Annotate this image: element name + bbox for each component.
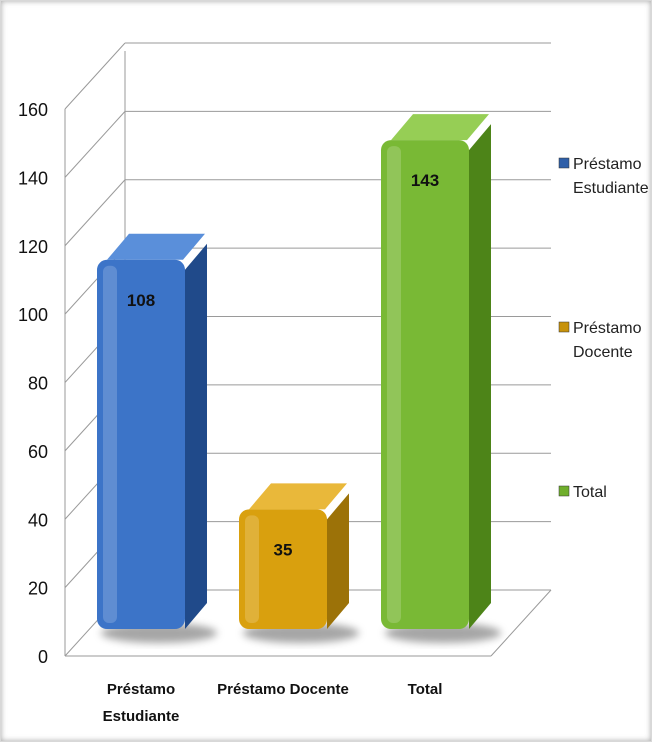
y-tick-label: 140 <box>18 168 48 188</box>
y-tick-label: 40 <box>28 510 48 530</box>
legend-label: Préstamo <box>573 156 642 173</box>
bar-highlight <box>387 146 401 623</box>
y-tick-label: 20 <box>28 579 48 599</box>
y-tick-label: 0 <box>38 647 48 667</box>
category-label: Préstamo Docente <box>217 681 349 698</box>
category-label: Estudiante <box>103 708 180 725</box>
y-tick-label: 80 <box>28 374 48 394</box>
bar-2 <box>381 140 469 629</box>
legend-label: Total <box>573 484 607 501</box>
legend-swatch <box>558 485 570 497</box>
legend-label: Préstamo <box>573 320 642 337</box>
bar-highlight <box>103 265 117 623</box>
bars <box>97 114 501 643</box>
bar-top <box>249 483 347 510</box>
labels: 108 Préstamo Estudiante 35 Préstamo Docente 1… <box>103 171 443 725</box>
y-tick-label: 100 <box>18 305 48 325</box>
legend-label: Estudiante <box>573 180 649 197</box>
bar-side <box>469 124 491 630</box>
bar-highlight <box>245 515 259 623</box>
floor-right-edge <box>490 589 552 657</box>
bar-side <box>185 243 207 629</box>
y-tick-label: 120 <box>18 237 48 257</box>
gridline-diag-140 <box>64 111 126 178</box>
y-tick-label: 60 <box>28 442 48 462</box>
legend-label: Docente <box>573 344 633 361</box>
data-label: 35 <box>274 540 293 559</box>
legend: Préstamo Estudiante Préstamo Docente Total <box>558 156 649 501</box>
data-label: 108 <box>127 291 155 310</box>
bar-top <box>391 114 489 141</box>
gridline-diag-120 <box>64 179 126 247</box>
gridline-diag-160 <box>64 42 126 110</box>
legend-swatch <box>558 321 570 333</box>
bar-0 <box>97 259 185 629</box>
category-label: Total <box>408 681 443 698</box>
data-label: 143 <box>411 171 439 190</box>
bar-side <box>327 493 349 629</box>
bar-1 <box>239 509 327 629</box>
category-label: Préstamo <box>107 681 175 698</box>
bar-top <box>107 233 205 260</box>
legend-swatch <box>558 157 570 169</box>
y-tick-label: 160 <box>18 100 48 120</box>
